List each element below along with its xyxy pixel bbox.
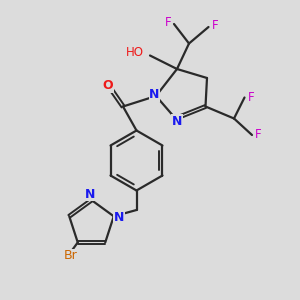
Text: N: N [172, 115, 182, 128]
Text: HO: HO [126, 46, 144, 59]
Text: O: O [103, 79, 113, 92]
Text: F: F [164, 16, 171, 29]
Text: N: N [149, 88, 160, 101]
Text: N: N [85, 188, 95, 201]
Text: F: F [248, 91, 254, 104]
Text: F: F [255, 128, 262, 142]
Text: N: N [114, 211, 124, 224]
Text: F: F [212, 19, 218, 32]
Text: Br: Br [63, 249, 77, 262]
